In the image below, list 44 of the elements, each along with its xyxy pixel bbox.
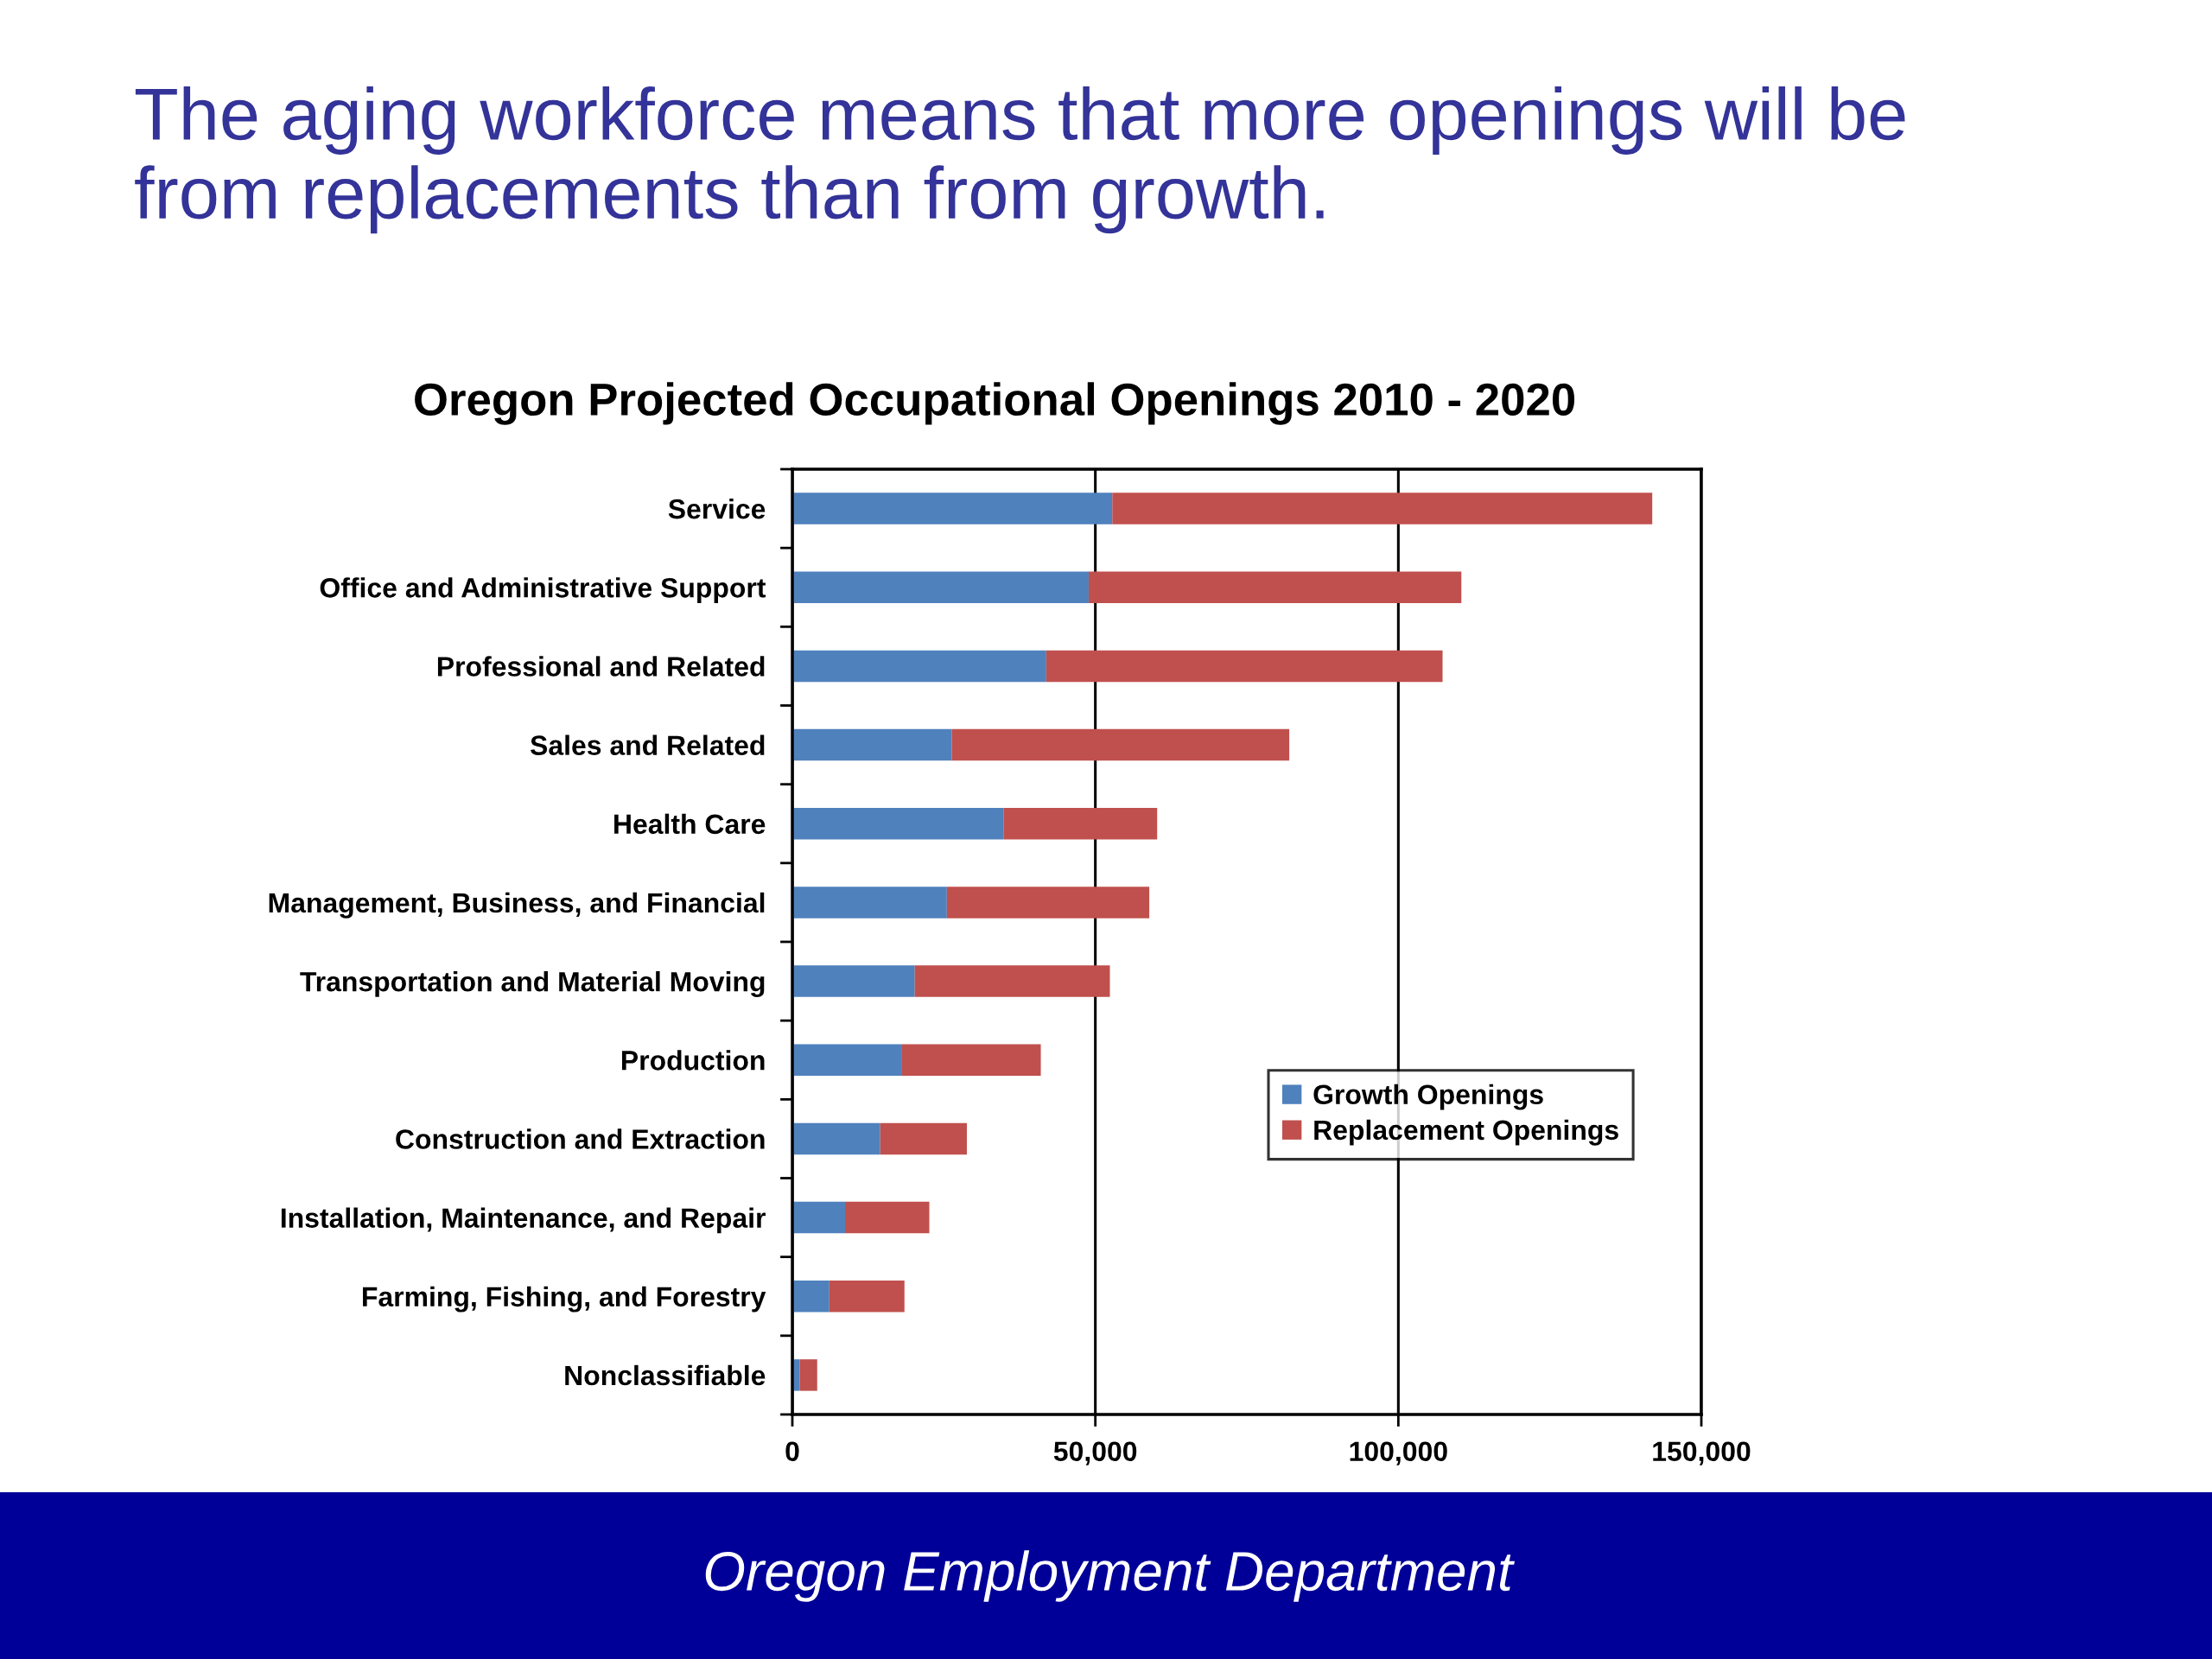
- y-tick-label: Transportation and Material Moving: [300, 971, 765, 997]
- y-tick-label: Farming, Fishing, and Forestry: [363, 1286, 766, 1313]
- y-tick-label: Office and Administrative Support: [320, 577, 766, 603]
- bar: [792, 1044, 902, 1076]
- x-tick-label: 0: [785, 1441, 799, 1462]
- y-tick-label: Production: [622, 1050, 765, 1071]
- bar: [792, 571, 1089, 603]
- x-tick-label: 100,000: [1350, 1441, 1447, 1465]
- y-tick-label: Health Care: [614, 813, 766, 835]
- bar: [946, 887, 1150, 918]
- y-tick-label: Professional and Related: [437, 656, 765, 677]
- bar: [914, 965, 1110, 997]
- bar: [792, 965, 915, 997]
- bar: [951, 728, 1290, 761]
- bar: [792, 808, 1004, 840]
- y-tick-label: Management, Business, and Financial: [269, 892, 765, 918]
- chart-subtitle: Oregon Projected Occupational Openings 2010 - 2020: [415, 382, 1575, 425]
- legend-label: Replacement Openings: [1314, 1119, 1618, 1146]
- bar: [792, 650, 1046, 683]
- x-tick-label: 50,000: [1053, 1441, 1137, 1465]
- bar: [1112, 493, 1653, 524]
- bar: [901, 1044, 1041, 1076]
- bar: [880, 1122, 967, 1155]
- bar: [792, 887, 947, 918]
- bar: [792, 728, 952, 761]
- bar: [1003, 808, 1158, 840]
- bar: [792, 1281, 830, 1313]
- chart-title: The aging workforce means that more openings will be from replacements than from growth.: [135, 86, 1905, 234]
- y-tick-label: Service: [668, 499, 766, 519]
- bar: [829, 1281, 905, 1313]
- bar: [1046, 650, 1443, 683]
- bar: [799, 1359, 817, 1391]
- bar: [792, 1201, 846, 1234]
- text: Oregon Employment Department: [705, 1550, 1515, 1602]
- y-tick-label: Construction and Extraction: [396, 1128, 765, 1149]
- bar: [792, 1122, 880, 1155]
- y-tick-label: Sales and Related: [530, 734, 765, 755]
- bar: [1088, 571, 1462, 603]
- legend-label: Growth Openings: [1313, 1084, 1543, 1110]
- bar: [792, 493, 1113, 524]
- y-tick-label: Nonclassifiable: [565, 1364, 766, 1386]
- bar: [845, 1201, 930, 1234]
- y-tick-label: Installation, Maintenance, and Repair: [281, 1207, 766, 1234]
- x-tick-label: 150,000: [1653, 1441, 1751, 1465]
